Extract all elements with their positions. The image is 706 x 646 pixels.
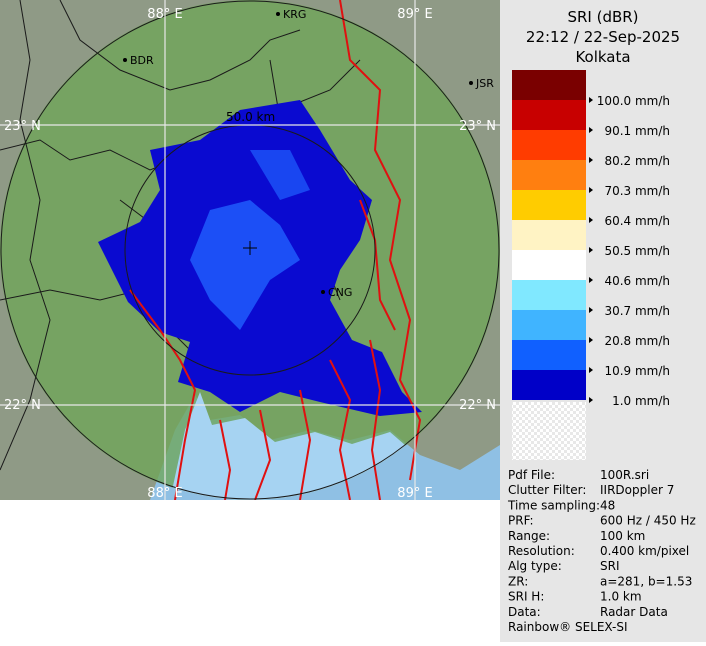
city-marker <box>321 290 325 294</box>
legend-swatch <box>512 340 586 370</box>
info-key: Data: <box>508 605 541 619</box>
info-key: Range: <box>508 529 550 543</box>
radar-center <box>243 241 257 255</box>
info-value: 100R.sri <box>600 468 649 482</box>
legend-pointer <box>589 97 593 103</box>
city-label: BDR <box>130 54 154 67</box>
city-label: JSR <box>475 77 494 90</box>
latitude-label: 23° N <box>459 119 496 134</box>
legend-pointer <box>589 157 593 163</box>
longitude-label: 88° E <box>147 7 182 22</box>
legend-swatch <box>512 130 586 160</box>
latitude-label: 22° N <box>459 398 496 413</box>
info-value: Radar Data <box>600 605 668 619</box>
info-key: Clutter Filter: <box>508 483 586 497</box>
legend-title: SRI (dBR) <box>567 8 638 26</box>
rivers <box>129 0 422 500</box>
city-label: CNG <box>328 286 352 299</box>
legend-pointer <box>589 247 593 253</box>
info-value: 600 Hz / 450 Hz <box>600 514 696 528</box>
longitude-label: 88° E <box>147 486 182 501</box>
legend-level: 30.7 mm/h <box>604 304 670 318</box>
city-label: KRG <box>283 8 306 21</box>
info-key: PRF: <box>508 514 534 528</box>
no-data-swatch <box>512 402 586 460</box>
info-value: a=281, b=1.53 <box>600 574 692 588</box>
legend-level: 100.0 mm/h <box>597 94 670 108</box>
range-label: 50.0 km <box>226 110 275 124</box>
legend-swatch <box>512 370 586 400</box>
latitude-label: 22° N <box>4 398 41 413</box>
info-key: Pdf File: <box>508 468 555 482</box>
info-key: Resolution: <box>508 544 575 558</box>
legend-pointer <box>589 187 593 193</box>
legend-level: 40.6 mm/h <box>604 274 670 288</box>
legend-pointer <box>589 367 593 373</box>
longitude-label: 89° E <box>397 486 432 501</box>
city-marker <box>276 12 280 16</box>
legend-pointer <box>589 307 593 313</box>
info-key: ZR: <box>508 574 528 588</box>
legend-swatch <box>512 220 586 250</box>
legend-level: 20.8 mm/h <box>604 334 670 348</box>
rain-area <box>190 200 300 330</box>
legend-pointer <box>589 217 593 223</box>
longitude-label: 89° E <box>397 7 432 22</box>
legend-swatch <box>512 100 586 130</box>
legend-swatch <box>512 160 586 190</box>
latitude-label: 23° N <box>4 119 41 134</box>
rain-area <box>250 150 310 200</box>
city-marker <box>123 58 127 62</box>
legend-datetime: 22:12 / 22-Sep-2025 <box>526 28 680 46</box>
info-value: IIRDoppler 7 <box>600 483 674 497</box>
info-value: SRI <box>600 559 620 573</box>
legend-level: 50.5 mm/h <box>604 244 670 258</box>
info-value: 0.400 km/pixel <box>600 544 689 558</box>
legend-pointer <box>589 397 593 403</box>
legend-pointer <box>589 337 593 343</box>
info-key: Time sampling: <box>507 498 600 512</box>
legend-level: 90.1 mm/h <box>604 124 670 138</box>
info-value: 48 <box>600 498 615 512</box>
legend-site: Kolkata <box>575 48 630 66</box>
city-marker <box>469 81 473 85</box>
info-key: Alg type: <box>508 559 562 573</box>
info-value: 1.0 km <box>600 590 642 604</box>
footer: Rainbow® SELEX-SI <box>508 620 628 634</box>
graticule <box>0 0 500 500</box>
info-key: SRI H: <box>508 590 544 604</box>
map <box>0 0 500 500</box>
legend-pointer <box>589 277 593 283</box>
info-value: 100 km <box>600 529 645 543</box>
legend-level: 1.0 mm/h <box>612 394 670 408</box>
legend-level: 70.3 mm/h <box>604 184 670 198</box>
legend-pointer <box>589 127 593 133</box>
legend-swatch <box>512 190 586 220</box>
legend-swatch <box>512 310 586 340</box>
legend-level: 80.2 mm/h <box>604 154 670 168</box>
legend-swatch <box>512 70 586 100</box>
legend-swatch <box>512 280 586 310</box>
legend-level: 60.4 mm/h <box>604 214 670 228</box>
legend-level: 10.9 mm/h <box>604 364 670 378</box>
legend-swatch <box>512 250 586 280</box>
